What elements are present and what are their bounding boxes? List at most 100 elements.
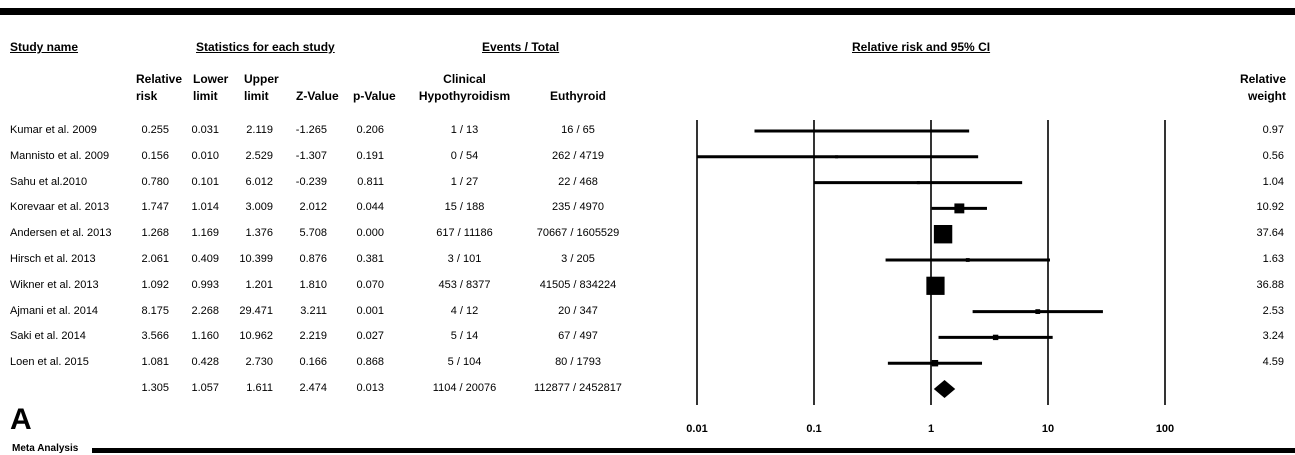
table-row-cell-study: Ajmani et al. 2014 <box>10 304 99 317</box>
table-row-cell-upper: 10.962 <box>239 330 273 343</box>
table-row-cell-z: 1.810 <box>299 278 327 291</box>
col-header-line: Lower <box>193 72 229 86</box>
table-row-cell-euthyroid: 70667 / 1605529 <box>536 227 620 240</box>
table-row-cell-rr: 0.156 <box>141 149 169 162</box>
x-tick-label: 1 <box>928 423 934 435</box>
header-plot: Relative risk and 95% CI <box>852 40 991 54</box>
panel-letter: A <box>10 403 32 436</box>
table-row-cell-clinical: 3 / 101 <box>447 253 482 265</box>
point-estimate-square <box>916 181 920 185</box>
table-row-cell-upper: 29.471 <box>239 304 273 317</box>
table-row-cell-study: Saki et al. 2014 <box>10 330 86 343</box>
table-row-cell-lower: 2.268 <box>191 304 219 317</box>
table-row-cell-z: 0.876 <box>299 253 327 265</box>
table-row-cell-study: Kumar et al. 2009 <box>10 124 97 136</box>
header-statistics: Statistics for each study <box>196 40 335 54</box>
x-tick-label: 100 <box>1156 423 1174 435</box>
col-header-line: Hypothyroidism <box>418 89 511 103</box>
col-header-line: Relative <box>136 72 183 86</box>
col-header-line: Z-Value <box>296 89 339 103</box>
table-row-cell-clinical: 617 / 11186 <box>436 227 493 240</box>
table-row-cell-rr: 1.747 <box>141 201 169 214</box>
summary-row-cell-z: 2.474 <box>299 382 327 394</box>
top-rule <box>0 8 1295 15</box>
table-row-cell-upper: 2.119 <box>246 124 273 136</box>
table-row-cell-upper: 3.009 <box>245 201 273 214</box>
table-row-cell-p: 0.070 <box>356 278 384 291</box>
col-header-clinical-hypothyroidism: Clinical Hypothyroidism <box>412 71 517 105</box>
table-row-cell-lower: 1.169 <box>191 227 219 240</box>
table-row-cell-p: 0.000 <box>356 227 384 240</box>
summary-row-cell-rr: 1.305 <box>141 382 169 394</box>
summary-diamond <box>933 380 956 398</box>
table-row-cell-rr: 2.061 <box>141 253 169 265</box>
table-row-cell-clinical: 4 / 12 <box>450 304 479 317</box>
point-estimate-square <box>931 359 939 367</box>
table-row-cell-p: 0.191 <box>356 149 384 162</box>
point-estimate-square <box>933 224 953 244</box>
table-row-cell-rr: 0.255 <box>141 124 169 136</box>
point-estimate-square <box>992 334 999 341</box>
table-row-cell-euthyroid: 80 / 1793 <box>555 356 601 369</box>
table-row-cell-study: Hirsch et al. 2013 <box>10 253 96 265</box>
col-header-line: weight <box>1248 89 1286 103</box>
col-header-relative-risk: Relative risk <box>136 71 182 105</box>
header-study-name: Study name <box>10 40 79 54</box>
table-row-cell-p: 0.381 <box>356 253 384 265</box>
x-tick-label: 10 <box>1042 423 1054 435</box>
meta-analysis-label: Meta Analysis <box>12 443 79 454</box>
table-row-cell-weight: 3.24 <box>1262 330 1284 343</box>
table-row-cell-study: Andersen et al. 2013 <box>10 227 112 240</box>
table-row-cell-euthyroid: 3 / 205 <box>561 253 595 265</box>
table-row-cell-upper: 1.376 <box>245 227 273 240</box>
table-row-cell-clinical: 453 / 8377 <box>438 278 491 291</box>
table-row-cell-z: 3.211 <box>300 304 327 317</box>
summary-row-cell-clinical: 1104 / 20076 <box>432 382 497 394</box>
table-row-cell-upper: 2.529 <box>245 149 273 162</box>
col-header-line: Relative <box>1239 72 1286 86</box>
table-row-cell-z: -1.307 <box>295 149 327 162</box>
col-header-line: Upper <box>244 72 279 86</box>
col-header-line: limit <box>244 89 269 103</box>
table-row-cell-clinical: 1 / 13 <box>450 124 479 136</box>
point-estimate-square <box>860 129 864 133</box>
table-row-cell-weight: 0.56 <box>1262 149 1284 162</box>
x-tick-label: 0.1 <box>806 423 821 435</box>
header-events: Events / Total <box>482 40 560 54</box>
table-row-cell-p: 0.044 <box>356 201 384 214</box>
table-row-cell-lower: 1.160 <box>191 330 219 343</box>
summary-row-cell-upper: 1.611 <box>246 382 273 394</box>
table-row-cell-study: Sahu et al.2010 <box>10 175 88 188</box>
table-row-cell-euthyroid: 20 / 347 <box>558 304 598 317</box>
table-row-cell-upper: 10.399 <box>239 253 273 265</box>
table-row-cell-weight: 37.64 <box>1256 227 1284 240</box>
col-header-z-value: Z-Value <box>296 88 339 105</box>
table-row-cell-weight: 36.88 <box>1256 278 1284 291</box>
table-row-cell-z: 2.219 <box>299 330 327 343</box>
col-header-upper-limit: Upper limit <box>244 71 279 105</box>
table-row-cell-euthyroid: 22 / 468 <box>558 175 598 188</box>
col-header-lower-limit: Lower limit <box>193 71 228 105</box>
table-row-cell-weight: 10.92 <box>1256 201 1284 214</box>
table-row-cell-weight: 1.04 <box>1262 175 1284 188</box>
point-estimate-square <box>965 258 970 262</box>
table-row-cell-rr: 1.081 <box>141 356 169 369</box>
col-header-line: Clinical <box>443 72 486 86</box>
table-row-cell-weight: 1.63 <box>1262 253 1284 265</box>
table-row-cell-clinical: 5 / 104 <box>447 356 482 369</box>
table-row-cell-z: -0.239 <box>295 175 327 188</box>
point-estimate-square <box>835 155 839 159</box>
table-row-cell-clinical: 15 / 188 <box>444 201 485 214</box>
col-header-euthyroid: Euthyroid <box>528 88 628 105</box>
table-row-cell-clinical: 1 / 27 <box>450 175 479 188</box>
table-row-cell-study: Mannisto et al. 2009 <box>10 149 110 162</box>
table-row-cell-euthyroid: 262 / 4719 <box>552 149 604 162</box>
table-row-cell-p: 0.001 <box>356 304 384 317</box>
col-header-line: Euthyroid <box>550 89 606 103</box>
point-estimate-square <box>954 203 965 214</box>
table-row-cell-clinical: 0 / 54 <box>450 149 479 162</box>
table-row-cell-euthyroid: 41505 / 834224 <box>539 278 617 291</box>
table-row-cell-p: 0.868 <box>356 356 384 369</box>
table-row-cell-upper: 2.730 <box>245 356 273 369</box>
